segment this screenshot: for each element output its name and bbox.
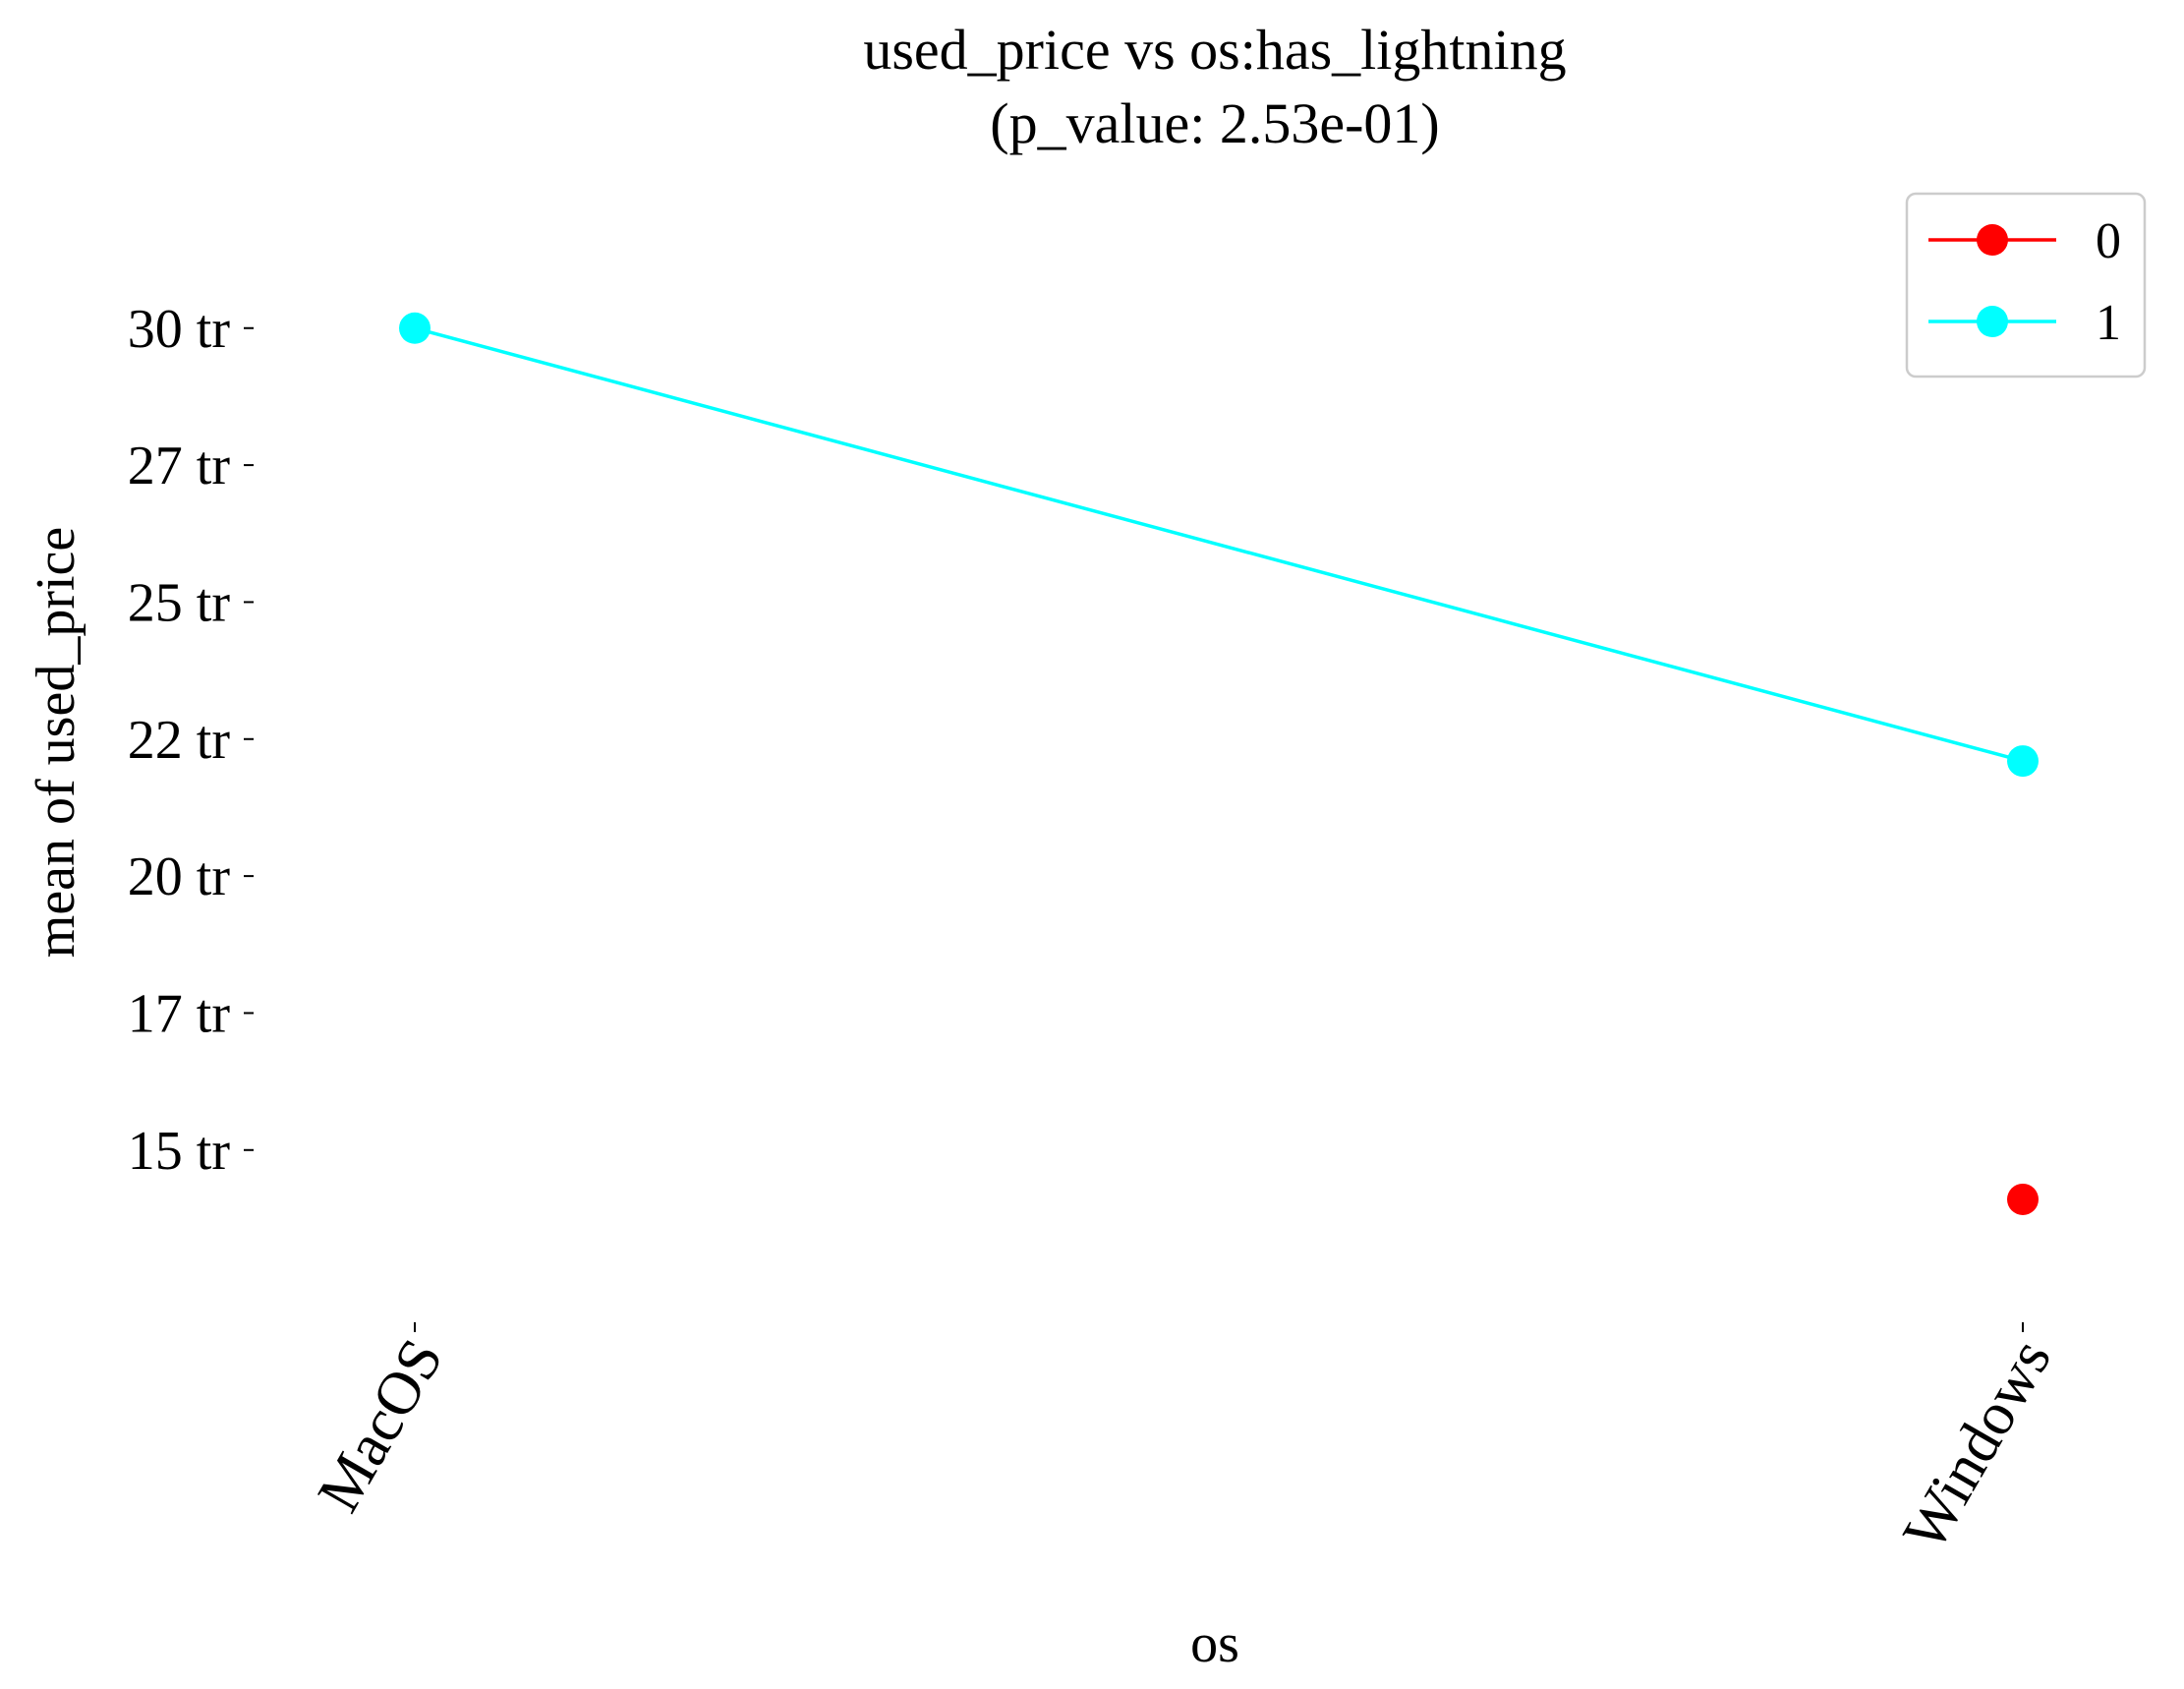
y-tick-label: 17 tr xyxy=(128,983,231,1044)
y-tick-label: 25 tr xyxy=(128,572,231,633)
y-axis-label: mean of used_price xyxy=(26,527,86,958)
legend-label-series-1: 1 xyxy=(2096,295,2121,351)
legend-label-series-0: 0 xyxy=(2096,213,2121,269)
series-0 xyxy=(2007,1183,2039,1215)
x-axis-label: os xyxy=(1190,1613,1239,1674)
chart-title: used_price vs os:has_lightning xyxy=(863,18,1566,82)
series-layer xyxy=(399,312,2039,1215)
y-tick-label: 27 tr xyxy=(128,436,231,496)
data-point xyxy=(399,312,431,344)
legend-marker-series-0 xyxy=(1977,224,2008,256)
data-point xyxy=(2007,745,2039,778)
series-1 xyxy=(399,312,2039,778)
y-axis: 15 tr 17 tr 20 tr 22 tr 25 tr 27 tr 30 tr xyxy=(128,299,254,1182)
y-tick-label: 30 tr xyxy=(128,299,231,360)
y-tick-label: 15 tr xyxy=(128,1121,231,1182)
legend-marker-series-1 xyxy=(1977,306,2008,337)
data-point xyxy=(2007,1183,2039,1215)
series-line xyxy=(414,326,2024,763)
legend: 0 1 xyxy=(1905,192,2147,379)
y-tick-label: 22 tr xyxy=(128,710,231,771)
y-tick-label: 20 tr xyxy=(128,846,231,907)
chart-subtitle: (p_value: 2.53e-01) xyxy=(990,91,1439,155)
